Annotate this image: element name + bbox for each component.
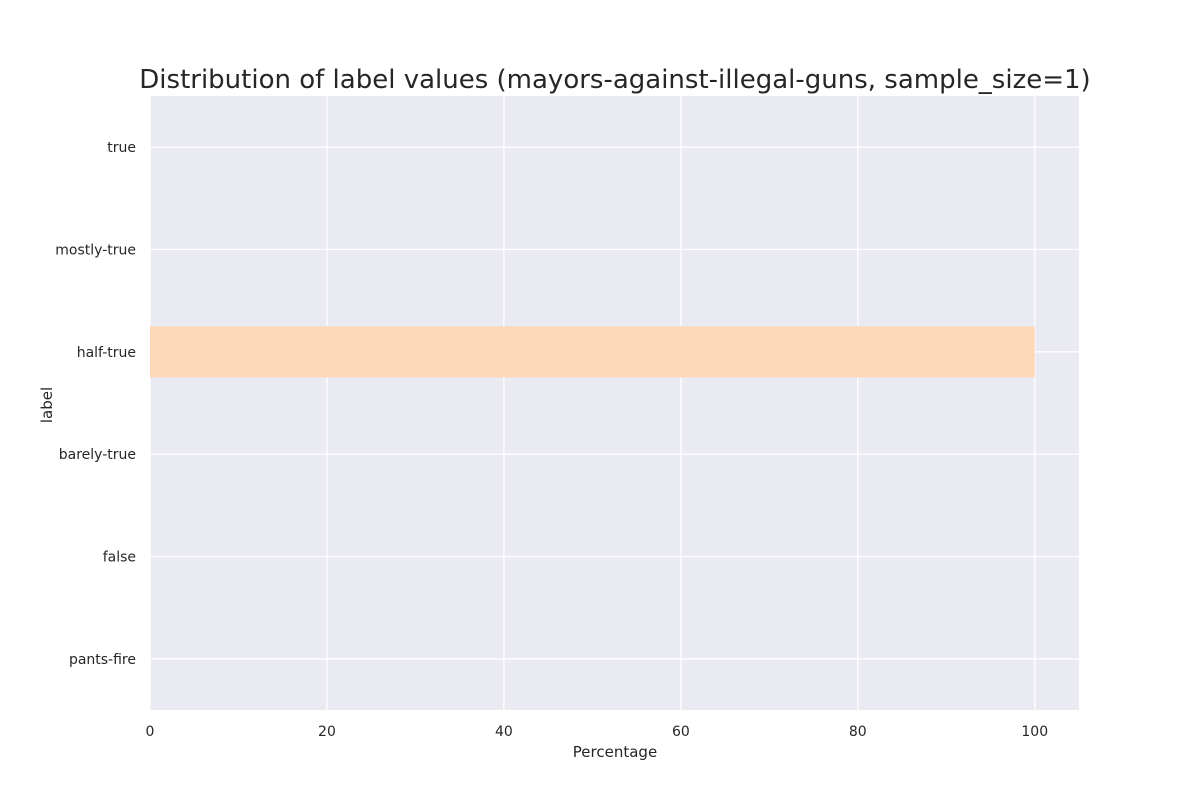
y-tick-label: pants-fire: [69, 652, 136, 668]
y-tick-label: half-true: [77, 345, 136, 361]
y-axis-label: label: [38, 387, 56, 423]
x-tick-label: 80: [849, 724, 867, 740]
x-axis-label: Percentage: [573, 743, 657, 761]
y-tick-label: false: [103, 550, 136, 566]
chart-title: Distribution of label values (mayors-aga…: [139, 65, 1090, 95]
y-tick-label: barely-true: [59, 447, 136, 463]
y-tick-label: true: [107, 140, 136, 156]
x-tick-label: 100: [1021, 724, 1048, 740]
x-tick-label: 20: [318, 724, 336, 740]
x-tick-label: 40: [495, 724, 513, 740]
x-tick-label: 0: [146, 724, 155, 740]
bar-half-true: [150, 326, 1035, 378]
plot-area: [150, 96, 1079, 710]
bars: [150, 326, 1035, 378]
x-tick-labels: 0 20 40 60 80 100: [146, 724, 1049, 740]
y-tick-label: mostly-true: [55, 243, 136, 259]
y-tick-labels: true mostly-true half-true barely-true false…: [55, 140, 136, 668]
x-tick-label: 60: [672, 724, 690, 740]
